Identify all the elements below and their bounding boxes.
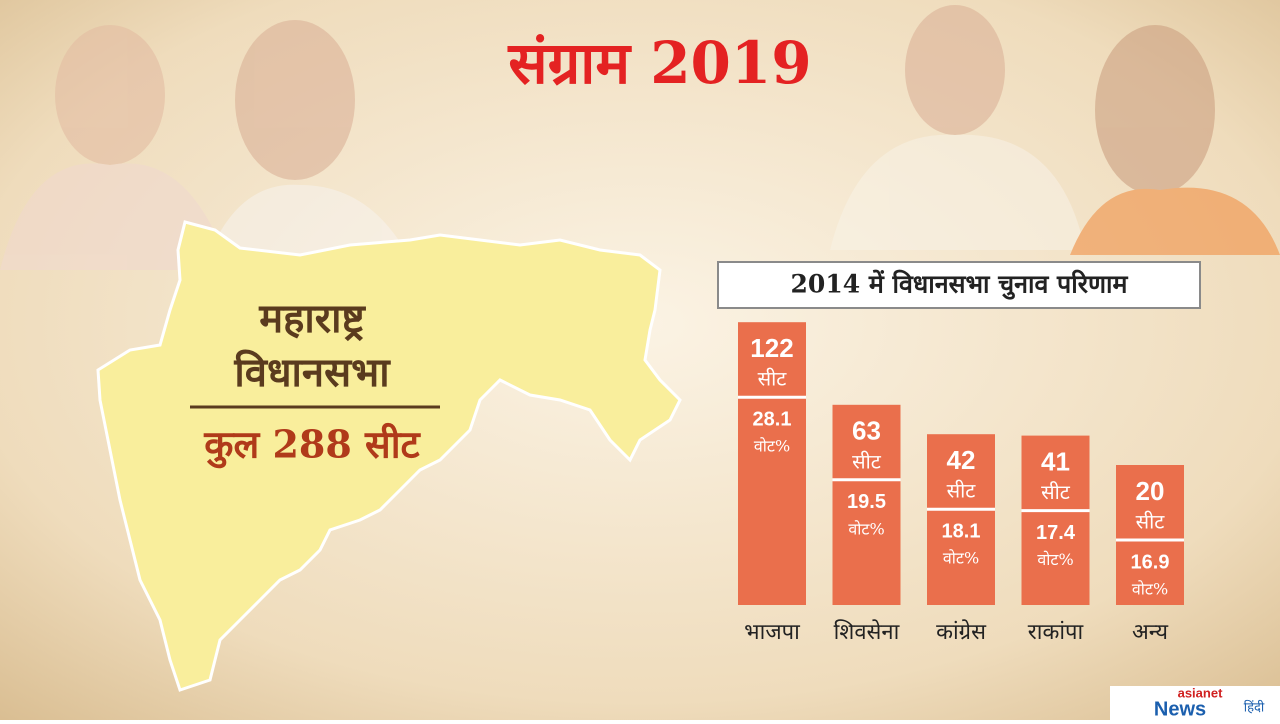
vote-label: वोट% xyxy=(943,549,979,568)
vote-value: 28.1 xyxy=(753,408,792,430)
map xyxy=(96,220,682,692)
seat-value: 41 xyxy=(1041,446,1070,476)
map-label: विधानसभा xyxy=(233,349,391,396)
seat-label: सीट xyxy=(852,449,882,473)
photos xyxy=(0,5,1280,280)
vote-label: वोट% xyxy=(1132,580,1168,599)
seat-label: सीट xyxy=(947,479,977,503)
seat-value: 122 xyxy=(750,333,793,363)
x-tick-label: अन्य xyxy=(1132,620,1169,645)
vote-value: 19.5 xyxy=(847,491,886,513)
x-tick-label: राकांपा xyxy=(1028,620,1084,645)
logo: asianet News हिंदी xyxy=(1110,685,1280,720)
bar xyxy=(1021,435,1090,605)
chart-title-box xyxy=(717,261,1201,309)
map-total: कुल 288 सीट xyxy=(203,422,421,469)
seat-value: 20 xyxy=(1136,476,1165,506)
seat-value: 42 xyxy=(947,445,976,475)
vote-value: 16.9 xyxy=(1131,551,1170,573)
map-label: महाराष्ट्र xyxy=(258,295,366,342)
logo-news: News xyxy=(1154,698,1206,720)
vote-label: वोट% xyxy=(1037,550,1073,569)
seat-label: सीट xyxy=(1136,510,1166,534)
x-tick-label: भाजपा xyxy=(744,620,800,645)
x-tick-label: शिवसेना xyxy=(834,619,900,645)
seat-label: सीट xyxy=(758,367,788,391)
x-tick-label: कांग्रेस xyxy=(936,619,987,645)
logo-lang: हिंदी xyxy=(1244,700,1265,716)
logo-box xyxy=(1110,686,1280,720)
seat-label: सीट xyxy=(1041,480,1071,504)
seat-value: 63 xyxy=(852,416,881,446)
vote-value: 17.4 xyxy=(1036,522,1076,544)
vote-label: वोट% xyxy=(848,519,884,538)
bar xyxy=(832,404,901,605)
bar xyxy=(927,434,995,605)
chart-title: 2014 में विधानसभा चुनाव परिणाम xyxy=(791,270,1129,301)
page-title: संग्राम 2019 xyxy=(507,29,811,97)
vote-label: वोट% xyxy=(754,437,790,456)
logo-brand: asianet xyxy=(1178,685,1223,700)
bar xyxy=(1116,465,1184,605)
vote-value: 18.1 xyxy=(942,520,981,542)
bar xyxy=(738,322,806,605)
